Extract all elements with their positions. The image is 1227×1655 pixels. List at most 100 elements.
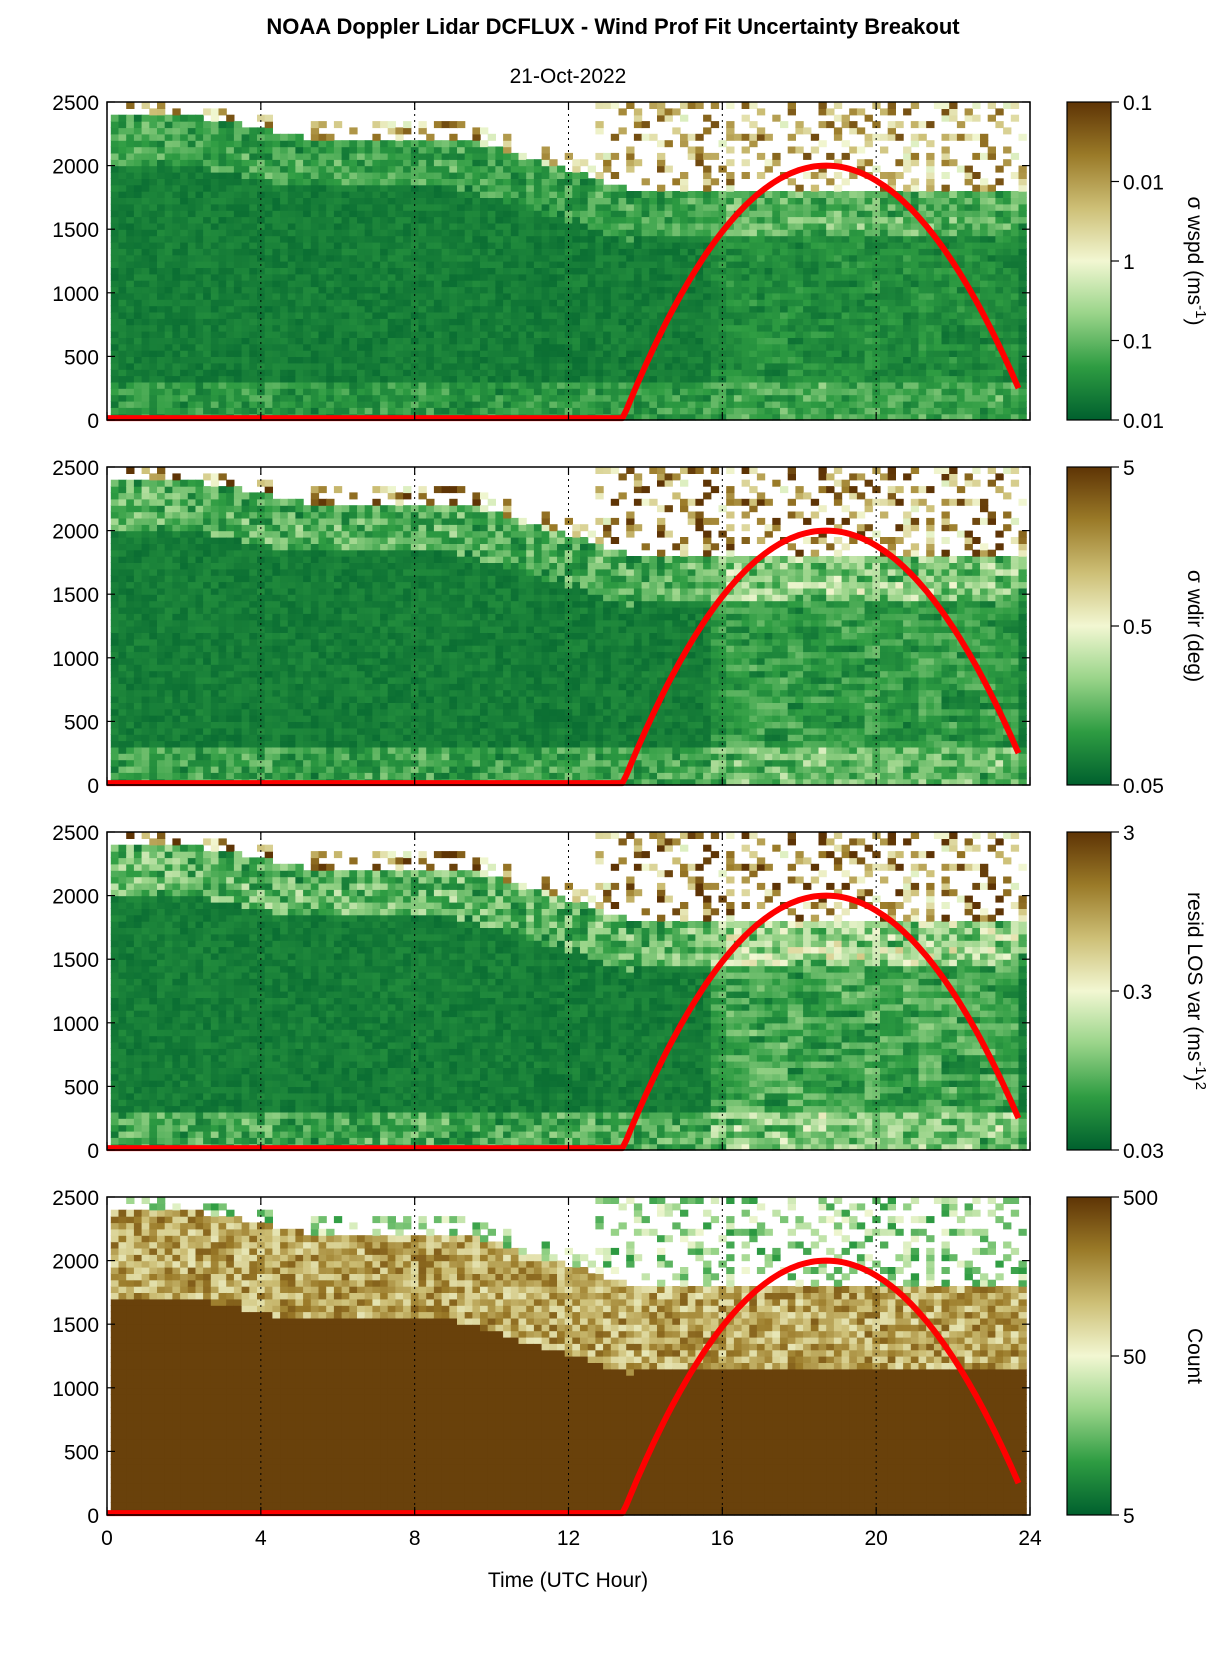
heatmap-cell	[564, 241, 573, 249]
heatmap-cell	[657, 381, 666, 389]
heatmap-cell	[918, 388, 927, 396]
heatmap-cell	[910, 235, 920, 243]
heatmap-cell	[780, 267, 789, 275]
heatmap-cell	[257, 203, 266, 211]
heatmap-cell	[341, 311, 350, 319]
heatmap-cell	[172, 337, 181, 345]
heatmap-cell	[987, 273, 996, 281]
heatmap-cell	[133, 178, 143, 186]
heatmap-cell	[457, 165, 466, 173]
heatmap-cell	[649, 400, 658, 408]
heatmap-cell	[387, 222, 396, 230]
heatmap-cell	[441, 292, 450, 300]
heatmap-cell	[387, 241, 396, 249]
heatmap-cell	[233, 165, 243, 173]
heatmap-cell	[703, 241, 712, 249]
heatmap-cell	[133, 172, 143, 179]
heatmap-cell	[326, 216, 335, 224]
heatmap-cell	[510, 254, 520, 262]
heatmap-cell	[318, 292, 327, 300]
heatmap-cell	[987, 400, 996, 408]
heatmap-cell	[956, 299, 966, 307]
heatmap-cell	[795, 299, 804, 307]
heatmap-cell	[387, 299, 396, 307]
heatmap-cell	[518, 318, 527, 326]
heatmap-cell	[872, 191, 881, 198]
heatmap-cell	[157, 114, 166, 122]
heatmap-cell	[149, 146, 158, 154]
heatmap-cell	[349, 241, 358, 249]
heatmap-cell	[664, 292, 673, 300]
heatmap-cell	[149, 362, 158, 370]
heatmap-cell	[810, 331, 820, 338]
heatmap-cell	[657, 165, 666, 173]
heatmap-cell	[603, 407, 612, 415]
heatmap-cell	[803, 280, 812, 288]
heatmap-cell	[703, 356, 712, 364]
heatmap-cell	[772, 267, 781, 275]
heatmap-cell	[364, 235, 373, 243]
heatmap-cell	[349, 381, 358, 389]
heatmap-cell	[433, 216, 443, 224]
heatmap-cell	[964, 203, 973, 211]
heatmap-cell	[449, 324, 458, 332]
heatmap-cell	[626, 305, 635, 313]
heatmap-cell	[395, 324, 404, 332]
heatmap-cell	[972, 388, 981, 396]
heatmap-cell	[887, 318, 896, 326]
heatmap-cell	[164, 178, 173, 186]
heatmap-cell	[618, 331, 627, 338]
heatmap-cell	[733, 337, 743, 345]
heatmap-cell	[241, 407, 250, 415]
heatmap-cell	[126, 146, 135, 154]
heatmap-cell	[741, 394, 750, 402]
heatmap-cell	[295, 343, 304, 351]
heatmap-cell	[680, 369, 689, 377]
heatmap-cell	[949, 337, 958, 345]
heatmap-cell	[380, 356, 389, 364]
heatmap-cell	[249, 350, 258, 357]
heatmap-cell	[803, 369, 812, 377]
heatmap-cell	[856, 197, 866, 205]
heatmap-cell	[680, 102, 689, 109]
heatmap-cell	[687, 146, 696, 154]
heatmap-cell	[756, 413, 766, 421]
heatmap-cell	[303, 261, 312, 268]
heatmap-cell	[741, 146, 750, 154]
heatmap-cell	[449, 248, 458, 256]
heatmap-cell	[941, 356, 950, 364]
heatmap-cell	[664, 407, 673, 415]
heatmap-cell	[880, 172, 889, 179]
heatmap-cell	[649, 381, 658, 389]
heatmap-cell	[718, 318, 727, 326]
heatmap-cell	[410, 331, 420, 338]
heatmap-cell	[180, 286, 189, 294]
heatmap-cell	[733, 356, 743, 364]
heatmap-cell	[956, 133, 966, 141]
heatmap-cell	[880, 191, 889, 198]
heatmap-cell	[157, 178, 166, 186]
heatmap-cell	[295, 311, 304, 319]
heatmap-cell	[856, 388, 866, 396]
heatmap-cell	[780, 222, 789, 230]
heatmap-cell	[564, 203, 573, 211]
heatmap-cell	[941, 343, 950, 351]
heatmap-cell	[333, 140, 343, 148]
heatmap-cell	[218, 324, 227, 332]
heatmap-cell	[580, 267, 589, 275]
heatmap-cell	[895, 350, 904, 357]
heatmap-cell	[480, 343, 489, 351]
heatmap-cell	[118, 318, 127, 326]
heatmap-cell	[472, 178, 481, 186]
heatmap-cell	[557, 235, 566, 243]
heatmap-cell	[964, 324, 973, 332]
heatmap-cell	[380, 369, 389, 377]
heatmap-cell	[710, 229, 720, 237]
heatmap-cell	[372, 241, 381, 249]
heatmap-cells	[110, 102, 1027, 421]
heatmap-cell	[141, 375, 150, 383]
heatmap-cell	[149, 178, 158, 186]
heatmap-cell	[803, 413, 812, 421]
heatmap-cell	[749, 343, 758, 351]
